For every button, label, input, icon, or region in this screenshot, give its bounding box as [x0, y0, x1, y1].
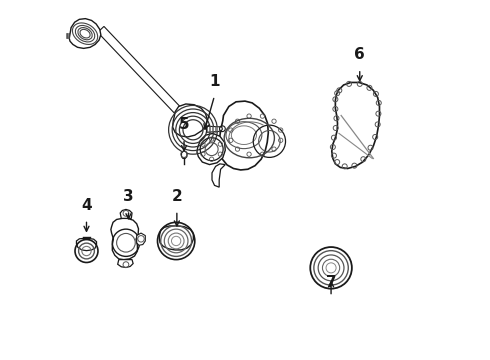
Text: 1: 1 [209, 74, 220, 89]
Polygon shape [219, 101, 269, 170]
Text: 5: 5 [179, 117, 189, 132]
Polygon shape [159, 226, 194, 250]
Polygon shape [98, 26, 191, 124]
Text: 4: 4 [81, 198, 92, 213]
Text: 6: 6 [354, 48, 365, 62]
Polygon shape [181, 151, 187, 158]
Polygon shape [76, 238, 97, 251]
Polygon shape [120, 210, 132, 219]
Polygon shape [207, 126, 222, 132]
Polygon shape [118, 260, 133, 267]
Polygon shape [197, 134, 225, 165]
Polygon shape [332, 82, 379, 168]
Polygon shape [111, 219, 139, 260]
Polygon shape [69, 19, 101, 48]
Polygon shape [137, 233, 146, 245]
Text: 2: 2 [172, 189, 182, 204]
Polygon shape [172, 104, 207, 137]
Polygon shape [212, 164, 225, 187]
Text: 7: 7 [326, 275, 336, 290]
Text: 3: 3 [123, 189, 134, 204]
